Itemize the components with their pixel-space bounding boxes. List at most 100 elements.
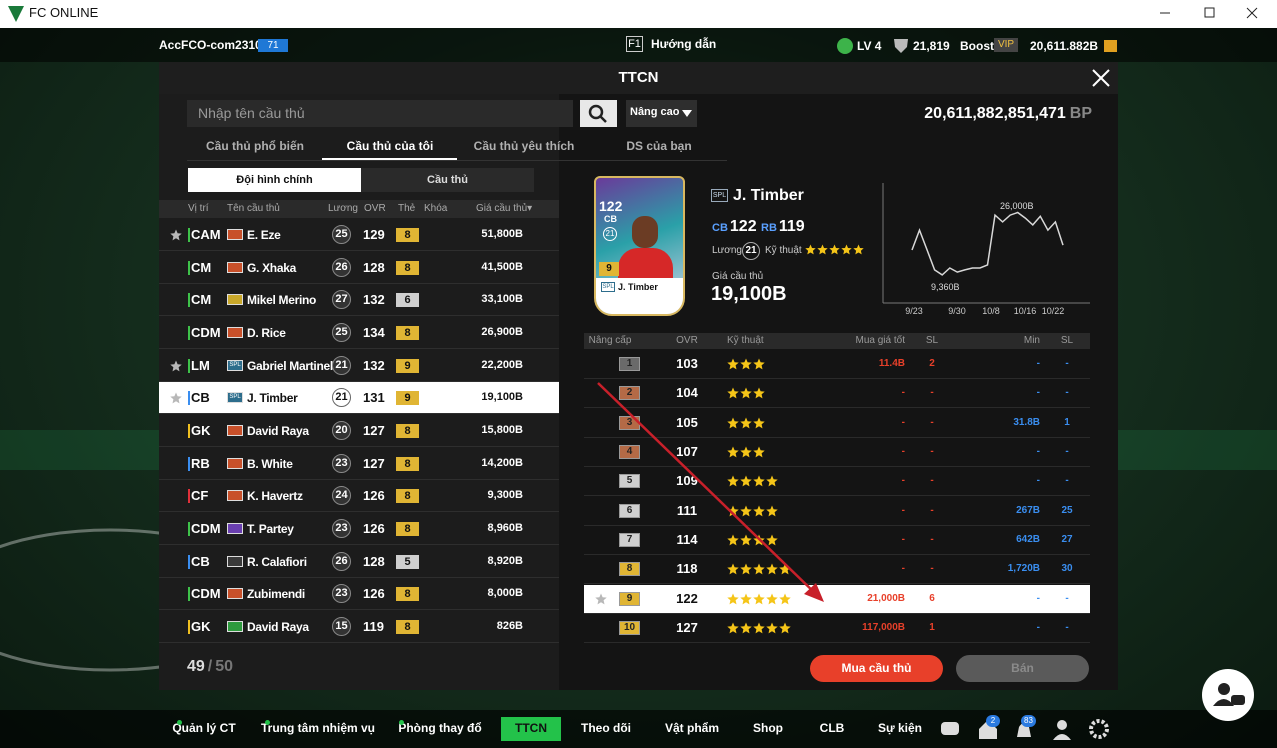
nav-item[interactable]: CLB — [819, 721, 845, 735]
nav-item[interactable]: Theo dõi — [581, 721, 631, 735]
nav-badge: 83 — [1021, 715, 1036, 727]
price: 33,100B — [481, 293, 523, 306]
selected-upgrade-row[interactable] — [584, 584, 1090, 614]
tab[interactable]: Cầu thủ của tôi — [346, 139, 434, 153]
close-button[interactable] — [1091, 68, 1111, 88]
player-row[interactable]: CB SPL J. Timber 21 131 9 19,100B — [159, 382, 559, 415]
player-row[interactable]: RB B. White 23 127 8 14,200B — [159, 448, 559, 480]
chart-x-label: 9/23 — [905, 306, 923, 316]
nav-item[interactable]: Sự kiện — [877, 721, 923, 735]
advanced-dropdown[interactable]: Nâng cao — [626, 100, 697, 127]
star — [753, 358, 765, 370]
player-name: J. Timber — [247, 391, 298, 406]
skill-stars — [805, 244, 864, 255]
nav-item[interactable]: TTCN — [515, 721, 547, 735]
upgrade-header-cell: SL — [925, 335, 939, 346]
upgrade-row-divider — [584, 407, 1090, 409]
best-price: - — [901, 533, 905, 545]
season-badge — [227, 261, 243, 273]
subtab[interactable]: Cầu thủ — [361, 168, 534, 192]
card-pos: CB — [604, 214, 617, 224]
close-b — [1092, 69, 1110, 87]
ovr: 132 — [363, 357, 385, 373]
search-button[interactable] — [580, 100, 617, 127]
player-row[interactable]: GK David Raya 20 127 8 15,800B — [159, 415, 559, 448]
star — [727, 593, 739, 605]
nav-item[interactable]: Vật phẩm — [664, 721, 719, 735]
min-price: 1,720B — [1007, 563, 1040, 575]
nav-dot — [177, 720, 182, 725]
subtab[interactable]: Đội hình chính — [188, 168, 361, 192]
player-row[interactable]: CDM T. Partey 23 126 8 8,960B — [159, 513, 559, 546]
player-name: R. Calafiori — [247, 554, 307, 569]
nav-item[interactable]: Quản lý CT — [172, 721, 236, 735]
star — [753, 593, 765, 605]
player-row[interactable]: CM Mikel Merino 27 132 6 33,100B — [159, 284, 559, 317]
position-bar — [188, 228, 190, 242]
player-row[interactable]: CDM Zubimendi 23 126 8 8,000B — [159, 578, 559, 611]
upgrade-ovr: 127 — [676, 619, 698, 635]
nav-item[interactable]: Phòng thay đổ — [398, 721, 482, 735]
star — [766, 475, 778, 487]
tab[interactable]: DS của bạn — [626, 139, 692, 153]
detail-position: RB 119 — [761, 218, 805, 236]
star — [727, 446, 739, 458]
player-row[interactable]: CAM E. Eze 25 129 8 51,800B — [159, 219, 559, 251]
list-header-cell: Thẻ — [398, 203, 416, 214]
player-name: Gabriel Martinelli — [247, 358, 339, 373]
player-row[interactable]: GK David Raya 15 119 8 826B — [159, 611, 559, 644]
player-name: G. Xhaka — [247, 260, 296, 275]
player-row[interactable]: CM G. Xhaka 26 128 8 41,500B — [159, 252, 559, 284]
nav-item[interactable]: Shop — [753, 721, 783, 735]
tab[interactable]: Cầu thủ yêu thích — [473, 139, 575, 153]
user-head — [1057, 720, 1067, 730]
position-code: CB — [712, 222, 728, 234]
nav-item[interactable]: Trung tâm nhiệm vụ — [260, 721, 375, 735]
card-name-bar — [596, 278, 683, 314]
search-input[interactable]: Nhập tên cầu thủ — [187, 100, 573, 127]
tabs-divider — [187, 160, 727, 161]
best-qty: - — [930, 416, 934, 428]
handle — [599, 115, 607, 123]
detail-season: SPL — [711, 189, 728, 202]
player-row[interactable]: CF K. Havertz 24 126 8 9,300B — [159, 480, 559, 513]
tab[interactable]: Cầu thủ phổ biến — [206, 139, 304, 153]
star — [740, 563, 752, 575]
skill-stars — [727, 475, 778, 487]
ovr: 127 — [363, 423, 385, 439]
salary: 26 — [332, 551, 351, 571]
guide[interactable]: Hướng dẫn — [651, 37, 717, 51]
upgrade-row-divider — [584, 524, 1090, 526]
upgrade-row-divider — [584, 495, 1090, 497]
ovr: 128 — [363, 259, 385, 275]
favorite-star — [170, 229, 182, 241]
chat-bubble[interactable] — [1201, 668, 1255, 722]
season-badge — [227, 588, 243, 600]
player-row[interactable]: CDM D. Rice 25 134 8 26,900B — [159, 317, 559, 349]
upgrade-level: 5 — [619, 474, 640, 489]
sell-button[interactable]: Bán — [956, 655, 1089, 682]
min-price: - — [1036, 445, 1040, 457]
upgrade-row-divider — [584, 612, 1090, 614]
balance: 20,611,882,851,471 — [924, 105, 1066, 122]
top-icons — [837, 38, 1117, 54]
upgrade-header-cell: Min — [1023, 335, 1040, 346]
salary: 24 — [332, 486, 351, 506]
ovr: 134 — [363, 325, 385, 340]
balance-wrap: 20,611,882,851,471 BP — [924, 105, 1092, 123]
card-ovr: 122 — [599, 198, 623, 214]
favorite-star — [595, 593, 607, 605]
salary: 23 — [332, 453, 351, 473]
star — [727, 505, 739, 517]
buy-button[interactable]: Mua cầu thủ — [810, 655, 943, 682]
star-shape — [170, 392, 182, 404]
card-grade: 9 — [599, 262, 619, 276]
upgrade-ovr: 107 — [676, 443, 698, 459]
player-name: David Raya — [247, 620, 309, 635]
position-ovr: 119 — [778, 218, 805, 235]
player-row[interactable]: CB R. Calafiori 26 128 5 8,920B — [159, 546, 559, 578]
window-title: FC ONLINE — [29, 5, 99, 20]
salary: 26 — [332, 257, 351, 277]
star — [740, 387, 752, 399]
player-row[interactable]: LM SPL Gabriel Martinelli 21 132 9 22,200B — [159, 350, 559, 382]
